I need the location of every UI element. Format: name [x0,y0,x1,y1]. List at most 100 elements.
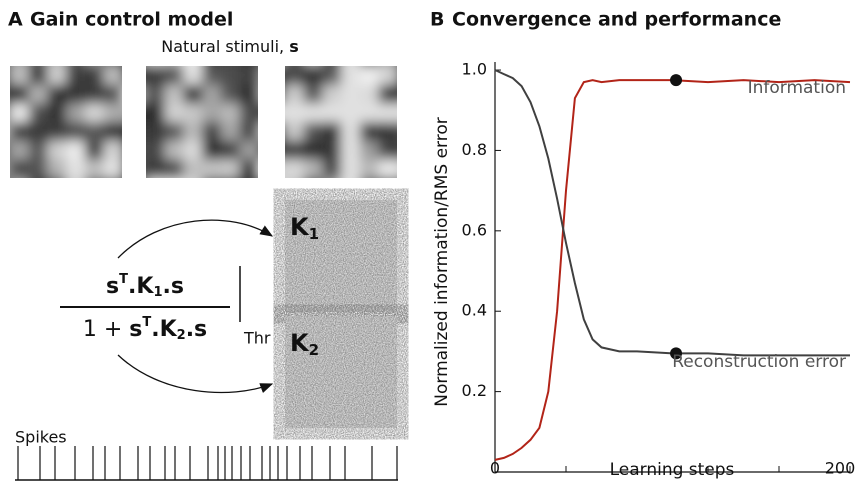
pixel [359,103,379,123]
pixel [239,66,258,85]
pixel [146,66,147,67]
y-tick-label: 0.8 [462,140,487,159]
pixel [47,103,67,123]
pixel [183,159,203,178]
pixel [146,122,165,142]
pixel [303,103,323,123]
pixel [28,159,48,178]
marker [670,74,683,87]
pixel [66,66,86,85]
stimuli-symbol: s [289,37,299,56]
x-tick-label: 0 [490,459,500,478]
pixel [285,103,286,123]
y-tick-label: 1.0 [462,60,487,79]
k: K [290,329,310,357]
pixel [359,66,379,67]
pixel [322,103,342,123]
y-tick-label: 0.2 [462,381,487,400]
pixel [104,178,123,197]
panel-b: B Convergence and performance Normalized… [430,9,855,481]
pixel [397,160,416,179]
pixel [66,159,86,178]
stimulus-pixels [285,66,416,197]
marker [670,347,683,360]
pixel [183,103,203,123]
pixel [103,66,122,85]
pixel [183,122,203,142]
pixel [103,159,122,178]
pixel [10,66,29,85]
pixel [285,159,286,178]
pixel [359,122,379,142]
pixel [84,84,104,104]
pixel [103,122,122,142]
pixel [220,103,240,123]
pixel [127,178,146,197]
pixel [66,178,85,197]
arrow [117,354,274,394]
kernel-noise [285,200,397,312]
pixel [285,84,304,104]
pixel [303,122,323,142]
pixel [10,84,11,104]
pixel [47,159,67,178]
pixel [66,122,86,142]
pixel [378,122,397,142]
pixel [303,66,323,85]
stimulus-pixels [10,47,141,197]
stimuli-text: Natural stimuli, [161,37,289,56]
k-sub: 2 [309,341,319,359]
pixel [183,178,202,197]
pixel [285,178,304,197]
pixel [285,159,304,178]
panel-a: A Gain control model Natural stimuli, s … [8,9,416,481]
pixel [285,66,286,85]
pixel [84,66,104,67]
pixel [146,159,147,178]
pixel [378,159,397,178]
stimuli [10,47,416,197]
pixel [47,66,67,67]
pixel [303,159,323,178]
pixel [378,66,397,67]
pixel [183,140,203,160]
f: 1 + [83,317,129,342]
pixel [202,159,222,178]
pixel [28,122,48,142]
pixel [10,178,29,197]
pixel [29,178,48,197]
pixel [146,178,165,197]
pixel [202,103,222,123]
pixel [10,103,29,123]
pixel [239,84,258,104]
pixel [122,178,141,197]
pixel [239,159,258,178]
pixel [322,122,342,142]
pixel [303,84,323,104]
stimulus [285,66,416,197]
pixel [47,66,67,85]
pixel [183,66,203,85]
stimulus [10,47,141,197]
pixel [103,84,122,104]
line-series [494,69,850,357]
pixel [285,122,286,142]
pixel [165,178,184,197]
pixel [122,47,141,66]
pixel [85,178,104,197]
pixel [221,178,240,197]
pixel [164,140,184,160]
pixel [322,178,341,197]
pixel [341,66,361,85]
pixel [258,160,277,179]
pixel [202,66,222,85]
pixel [146,122,147,142]
pixel [28,140,48,160]
spikes-label: Spikes [15,428,67,447]
pixel [66,66,86,67]
pixel [285,140,304,160]
pixel [220,122,240,142]
stimulus-pixels [127,66,277,197]
pixel [146,159,165,178]
